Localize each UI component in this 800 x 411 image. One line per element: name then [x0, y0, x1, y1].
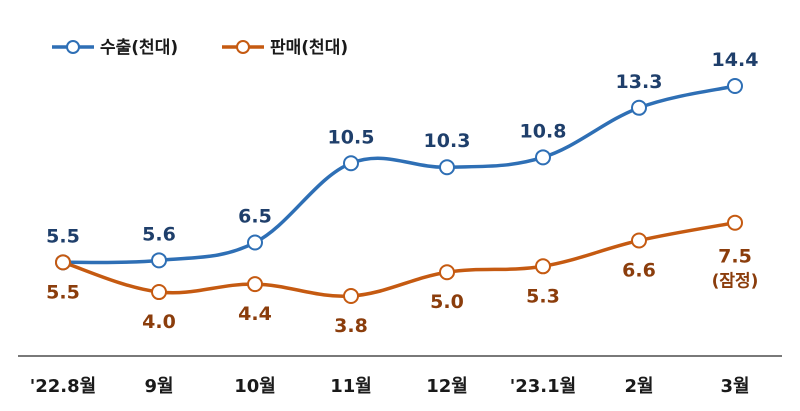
provisional-annotation: (잠정) — [712, 272, 759, 292]
x-tick-label: '23.1월 — [510, 376, 576, 397]
sales-data-point — [343, 288, 359, 304]
export-data-label: 5.6 — [142, 223, 176, 245]
export-data-label: 5.5 — [46, 225, 80, 247]
export-data-label: 10.8 — [520, 120, 567, 142]
export-data-label: 13.3 — [616, 71, 663, 93]
x-tick-label: 9월 — [144, 376, 173, 397]
sales-data-point — [247, 276, 263, 293]
sales-data-label: 4.0 — [142, 311, 176, 333]
sales-data-point — [151, 284, 167, 301]
sales-data-label: 6.6 — [622, 260, 656, 282]
legend-item-sales: 판매(천대) — [222, 38, 348, 58]
legend-label-sales: 판매(천대) — [270, 38, 348, 58]
plot-area: 5.5 5.6 6.5 10.5 10.3 10.8 13.3 14.4 5.5 4.0 4.4 3.… — [46, 49, 758, 337]
sales-data-point — [439, 264, 455, 281]
x-tick-label: 3월 — [720, 376, 749, 397]
export-series-line — [62, 84, 736, 265]
export-data-point — [631, 99, 647, 116]
sales-data-label: 3.8 — [334, 315, 368, 337]
x-tick-label: 10월 — [234, 376, 276, 397]
export-data-label: 14.4 — [712, 49, 759, 71]
sales-data-point — [535, 258, 551, 275]
export-data-point — [151, 252, 167, 269]
x-tick-label: 11월 — [330, 376, 372, 397]
sales-data-point — [55, 254, 71, 271]
x-axis-ticks: '22.8월 9월 10월 11월 12월 '23.1월 2월 3월 — [30, 376, 750, 397]
export-data-point — [343, 155, 359, 172]
sales-data-label: 4.4 — [238, 303, 272, 325]
sales-data-point — [631, 232, 647, 249]
legend-label-export: 수출(천대) — [100, 38, 178, 58]
x-tick-label: '22.8월 — [30, 376, 96, 397]
legend: 수출(천대) 판매(천대) — [52, 38, 348, 58]
sales-data-label: 5.0 — [430, 291, 464, 313]
sales-data-label: 5.5 — [46, 281, 80, 303]
sales-data-label: 5.3 — [526, 285, 560, 307]
export-data-label: 10.5 — [328, 126, 375, 148]
x-tick-label: 2월 — [624, 376, 653, 397]
legend-item-export: 수출(천대) — [52, 38, 178, 58]
export-data-point — [535, 149, 551, 166]
export-data-label: 10.3 — [424, 130, 471, 152]
x-tick-label: 12월 — [426, 376, 468, 397]
export-data-label: 6.5 — [238, 206, 272, 228]
export-data-point — [439, 159, 455, 176]
export-data-point — [727, 78, 743, 94]
sales-data-point — [727, 214, 743, 231]
sales-data-label: 7.5 — [718, 246, 752, 268]
export-data-point — [247, 234, 263, 251]
